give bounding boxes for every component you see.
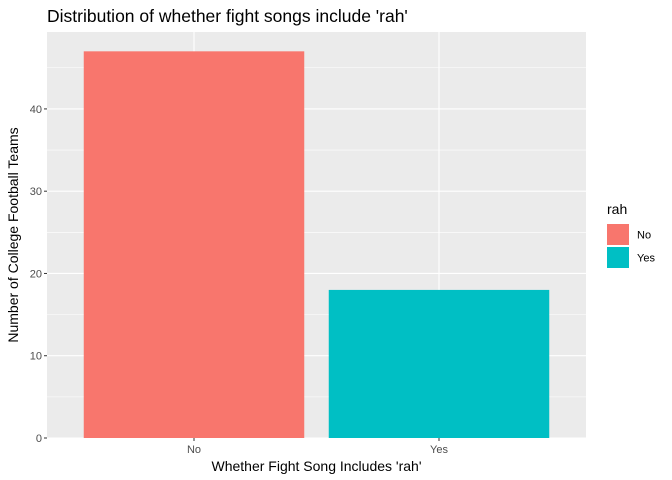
y-axis: 0 10 20 30 40 — [30, 104, 47, 445]
y-tick-label: 20 — [30, 268, 42, 280]
x-axis: No Yes — [187, 438, 448, 456]
legend-label-yes: Yes — [637, 253, 655, 265]
bar-yes — [328, 289, 550, 438]
legend: rah No Yes — [607, 201, 655, 268]
bars — [83, 51, 550, 438]
bar-no — [83, 51, 305, 438]
legend-key-no — [607, 224, 629, 245]
legend-entries: No Yes — [607, 224, 655, 268]
chart-title: Distribution of whether fight songs incl… — [47, 6, 408, 26]
legend-key-yes — [607, 247, 629, 268]
x-axis-title: Whether Fight Song Includes 'rah' — [211, 458, 421, 474]
y-axis-title: Number of College Football Teams — [5, 127, 21, 342]
y-tick-label: 0 — [36, 433, 42, 445]
y-tick-label: 40 — [30, 104, 42, 116]
x-tick-label: No — [187, 444, 201, 456]
y-tick-label: 30 — [30, 186, 42, 198]
legend-label-no: No — [637, 230, 651, 242]
y-tick-label: 10 — [30, 351, 42, 363]
legend-title: rah — [607, 201, 627, 217]
x-tick-label: Yes — [430, 444, 448, 456]
